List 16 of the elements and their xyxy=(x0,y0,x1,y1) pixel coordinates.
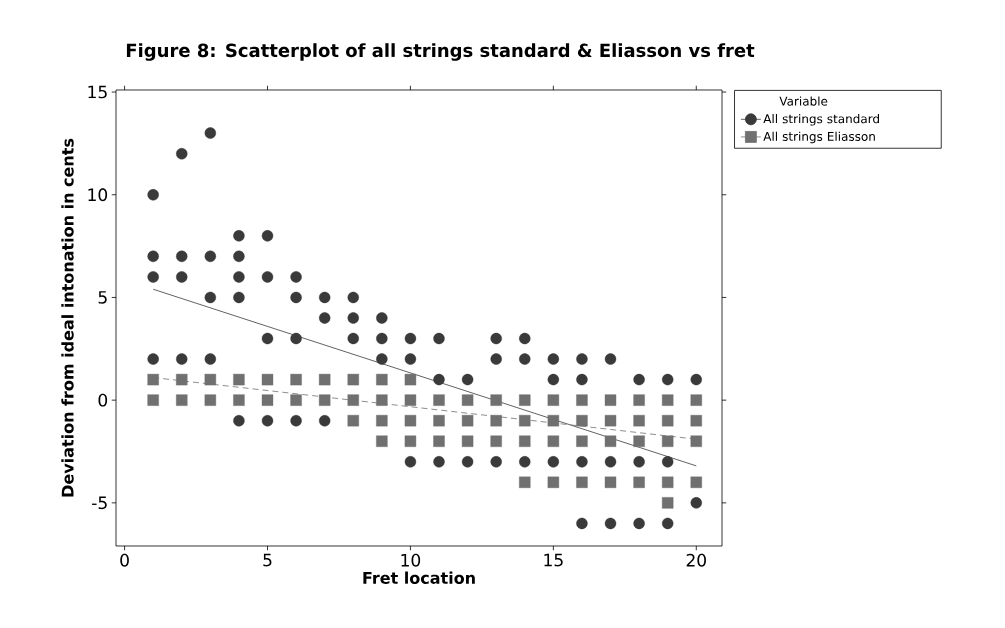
chart-title: Figure 8: Scatterplot of all strings standard & Eliasson vs fret xyxy=(126,43,755,61)
x-axis-title: Fret location xyxy=(363,571,475,584)
x-tick-label: 10 xyxy=(401,553,421,567)
y-tick-label: 5 xyxy=(98,291,107,304)
y-tick-label: 0 xyxy=(98,393,108,407)
x-tick-label: 5 xyxy=(263,553,272,567)
y-tick-label: 15 xyxy=(88,85,107,99)
y-tick-label: 10 xyxy=(88,188,108,202)
legend-title: Variable xyxy=(779,96,828,106)
y-axis-title: Deviation from ideal intonation in cents xyxy=(61,138,74,497)
legend-label: All strings Eliasson xyxy=(763,131,875,144)
x-tick-label: 0 xyxy=(120,553,129,567)
y-tick-label: -5 xyxy=(92,496,107,510)
x-tick-label: 20 xyxy=(686,553,706,567)
legend-label: All strings standard xyxy=(763,114,879,126)
x-tick-label: 15 xyxy=(544,553,563,567)
